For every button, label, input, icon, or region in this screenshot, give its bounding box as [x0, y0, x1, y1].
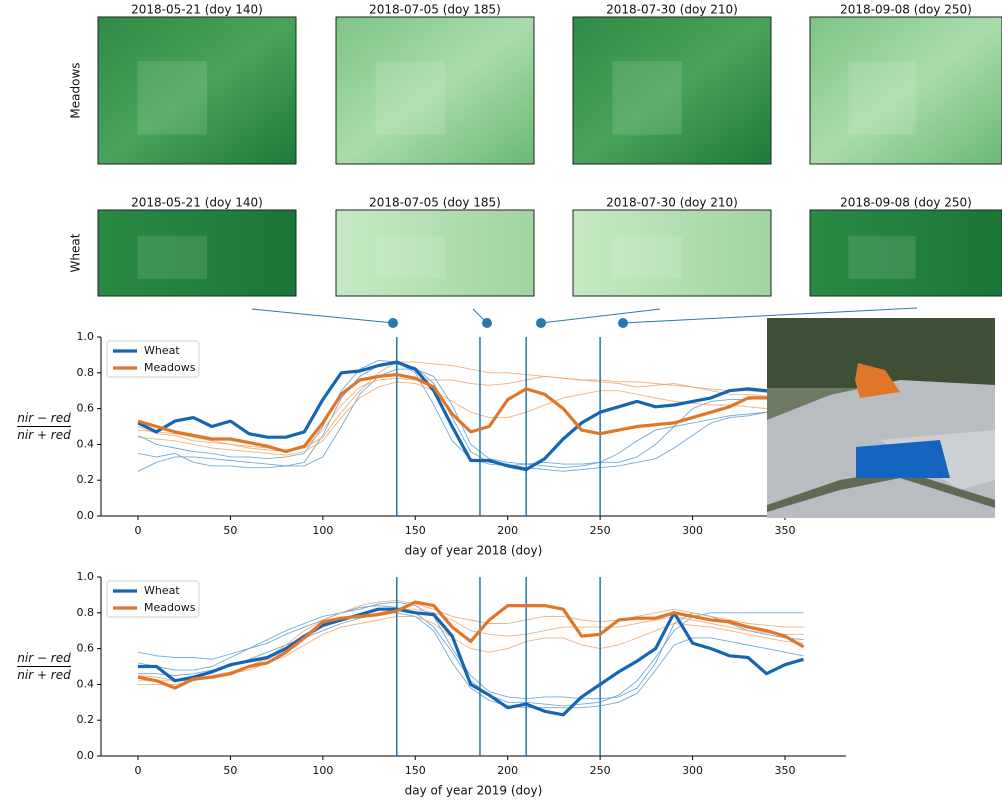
y-tick-label: 0.8 [77, 366, 95, 379]
thin-line [137, 605, 804, 707]
field-patch [848, 61, 916, 135]
x-tick-label: 150 [405, 764, 426, 777]
thumbnail-title: 2018-07-05 (doy 185) [369, 3, 501, 17]
y-tick-label: 0.4 [77, 437, 95, 450]
thumbnail-title: 2018-09-08 (doy 250) [840, 3, 972, 17]
x-tick-label: 300 [682, 524, 703, 537]
series-line [137, 360, 804, 472]
thin-line [138, 615, 804, 685]
wheat-field [856, 440, 950, 478]
thumbnail-image [97, 16, 297, 165]
chart: 0.0 0.2 0.4 0.6 0.8 1.0 0 50 100 150 200 250 300 350 d… [17, 330, 846, 558]
legend-label: Wheat [144, 584, 180, 597]
y-tick-label: 0.6 [77, 402, 95, 415]
y-tick-label: 0.6 [77, 642, 95, 655]
thumbnail-title: 2018-07-30 (doy 210) [606, 196, 738, 210]
legend-label: Meadows [144, 361, 196, 374]
y-label-denominator: nir + red [17, 668, 71, 682]
thumbnail-image [335, 16, 535, 165]
x-tick-label: 200 [497, 524, 518, 537]
x-tick-label: 300 [682, 764, 703, 777]
x-tick-label: 0 [134, 524, 141, 537]
x-tick-label: 250 [590, 524, 611, 537]
thin-line [137, 381, 804, 456]
field-patch [137, 235, 207, 279]
x-tick-label: 50 [223, 524, 237, 537]
series-line [138, 607, 804, 717]
y-tick-label: 0.4 [77, 677, 95, 690]
thumbnail-image [809, 209, 1002, 297]
y-tick-label: 0.8 [77, 606, 95, 619]
map-inset [767, 318, 995, 518]
thumbnail-image [809, 16, 1002, 165]
thumbnail-image [97, 209, 297, 297]
thin-line [138, 612, 804, 709]
thumbnail-title: 2018-07-30 (doy 210) [606, 3, 738, 17]
thin-line [137, 363, 804, 472]
y-tick-label: 0.2 [77, 473, 95, 486]
series-line [137, 373, 804, 454]
x-tick-label: 350 [774, 524, 795, 537]
field-patch [848, 235, 916, 279]
legend-label: Meadows [144, 601, 196, 614]
field-patch [375, 235, 445, 279]
connectors [251, 307, 918, 328]
x-axis-label: day of year 2018 (doy) [405, 544, 543, 558]
thumbnail-image [572, 16, 772, 165]
x-tick-label: 100 [312, 524, 333, 537]
x-tick-label: 200 [497, 764, 518, 777]
thumbnail-image [572, 209, 772, 297]
y-tick-label: 0.0 [77, 749, 95, 762]
field-patch [375, 61, 445, 135]
x-tick-label: 150 [405, 524, 426, 537]
thumbnail-title: 2018-05-21 (doy 140) [131, 196, 263, 210]
field-patch [612, 235, 682, 279]
map-road [767, 470, 995, 512]
x-tick-label: 100 [312, 764, 333, 777]
legend-label: Wheat [144, 344, 180, 357]
thin-line [137, 368, 804, 472]
x-tick-label: 0 [134, 764, 141, 777]
x-axis-label: day of year 2019 (doy) [405, 784, 543, 798]
thumbnail-title: 2018-05-21 (doy 140) [131, 3, 263, 17]
y-label-denominator: nir + red [17, 428, 71, 442]
y-tick-label: 1.0 [77, 330, 95, 343]
field-patch [612, 61, 682, 135]
x-tick-label: 350 [774, 764, 795, 777]
x-tick-label: 250 [590, 764, 611, 777]
series-line [137, 600, 805, 690]
x-tick-label: 50 [223, 764, 237, 777]
thin-line [137, 361, 804, 451]
y-tick-label: 0.2 [77, 713, 95, 726]
row-label: Meadows [69, 62, 83, 118]
row-label: Wheat [69, 233, 83, 272]
y-tick-label: 0.0 [77, 509, 95, 522]
y-tick-label: 1.0 [77, 570, 95, 583]
y-label-numerator: nir − red [17, 411, 71, 425]
chart: 0.0 0.2 0.4 0.6 0.8 1.0 0 50 100 150 200 250 300 350 d… [17, 570, 846, 798]
thumbnail-image [335, 209, 535, 297]
thumbnail-title: 2018-09-08 (doy 250) [840, 196, 972, 210]
meadows-field [855, 363, 900, 398]
thumbnail-title: 2018-07-05 (doy 185) [369, 196, 501, 210]
field-patch [137, 61, 207, 135]
y-label-numerator: nir − red [17, 651, 71, 665]
